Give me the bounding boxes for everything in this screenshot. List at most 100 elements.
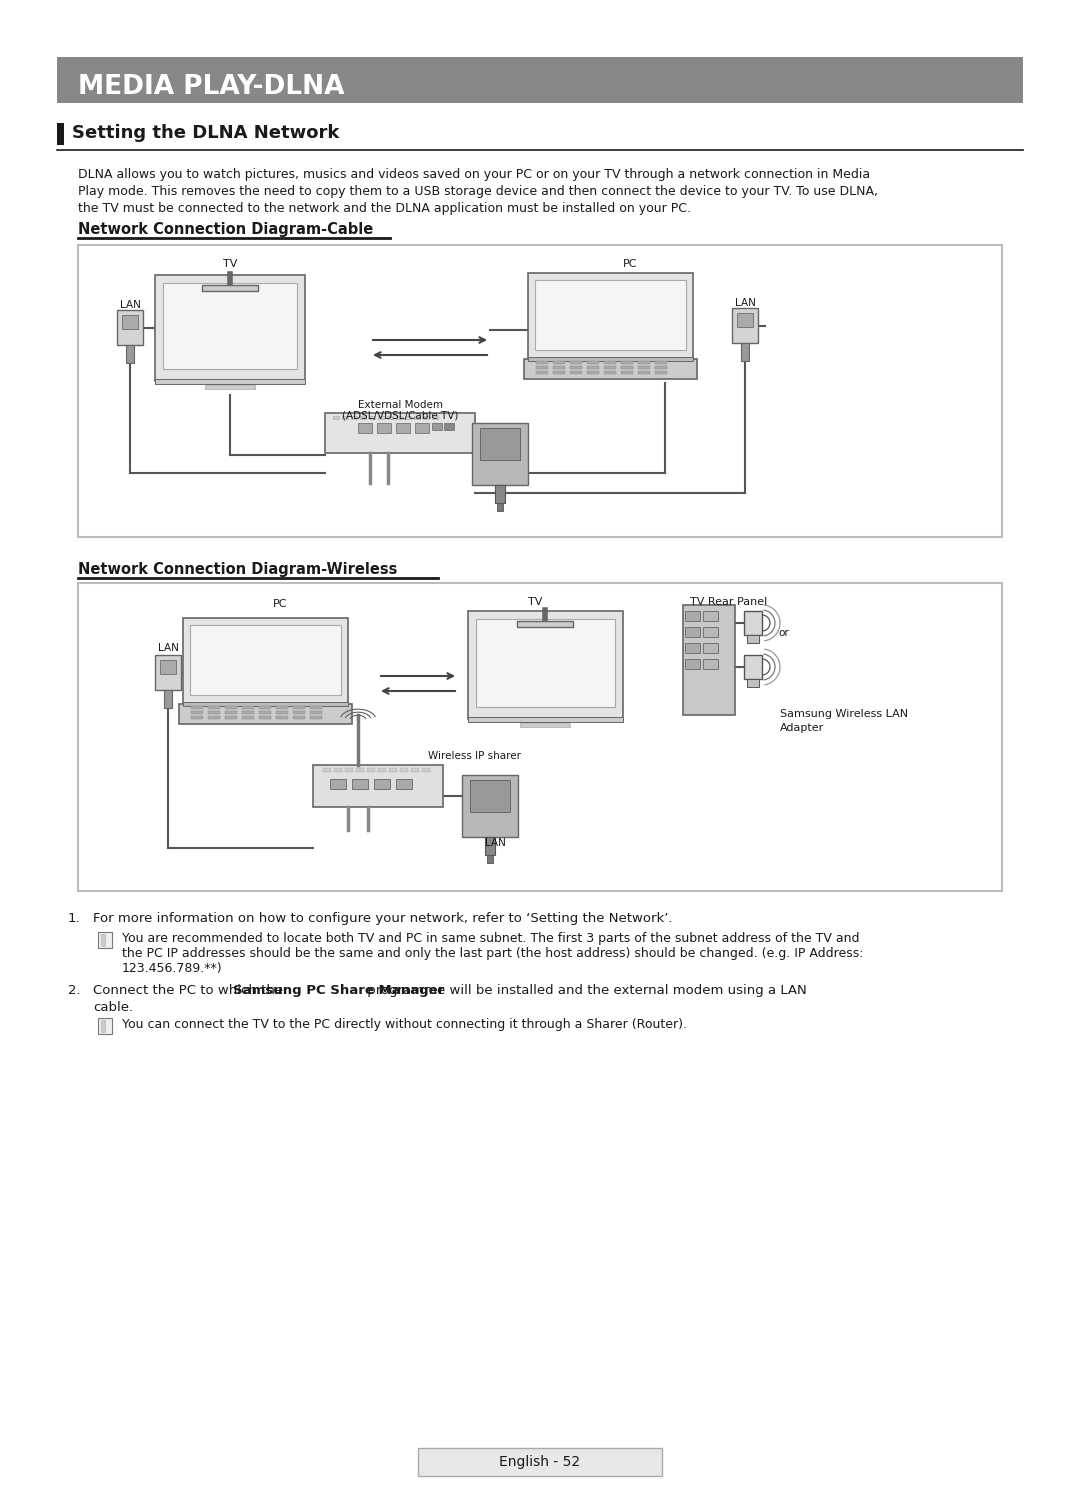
Bar (588, 371, 599, 373)
Bar (528, 272, 693, 359)
Text: LAN: LAN (734, 298, 755, 308)
Bar (276, 716, 288, 719)
Bar (747, 679, 759, 687)
Bar (468, 717, 623, 722)
Bar (156, 379, 305, 384)
Bar (98, 931, 112, 948)
Bar (741, 344, 750, 362)
Bar (703, 659, 718, 670)
Bar (293, 716, 305, 719)
Bar (415, 423, 429, 433)
Text: cable.: cable. (93, 1001, 133, 1013)
Text: Adapter: Adapter (780, 723, 824, 734)
Bar (190, 625, 341, 695)
Bar (242, 716, 254, 719)
Bar (225, 711, 237, 714)
Text: Wireless IP sharer: Wireless IP sharer (428, 751, 521, 760)
Bar (472, 423, 528, 485)
Text: Network Connection Diagram-Wireless: Network Connection Diagram-Wireless (78, 562, 397, 577)
Text: TV Rear Panel: TV Rear Panel (690, 597, 767, 607)
Bar (476, 619, 615, 707)
Text: Setting the DLNA Network: Setting the DLNA Network (72, 124, 339, 141)
Bar (313, 765, 443, 806)
Bar (357, 423, 372, 433)
Bar (703, 612, 718, 620)
Bar (387, 417, 393, 420)
Bar (208, 711, 220, 714)
Bar (259, 711, 271, 714)
Bar (396, 423, 410, 433)
Bar (352, 780, 368, 789)
Bar (470, 780, 510, 812)
Bar (156, 275, 305, 381)
Bar (528, 357, 693, 362)
Text: Play mode. This removes the need to copy them to a USB storage device and then c: Play mode. This removes the need to copy… (78, 185, 878, 198)
Text: 2.: 2. (68, 984, 81, 997)
Bar (621, 371, 633, 373)
Bar (744, 655, 762, 679)
Bar (444, 423, 454, 430)
Bar (78, 583, 1002, 891)
Bar (122, 315, 138, 329)
Bar (737, 312, 753, 327)
Bar (432, 423, 442, 430)
Bar (102, 934, 105, 946)
Bar (570, 366, 582, 369)
Bar (683, 606, 735, 716)
Bar (621, 362, 633, 365)
Bar (334, 768, 342, 772)
Bar (102, 1019, 105, 1033)
Bar (323, 768, 330, 772)
Bar (225, 705, 237, 708)
Bar (293, 711, 305, 714)
Text: the PC IP addresses should be the same and only the last part (the host address): the PC IP addresses should be the same a… (122, 946, 864, 960)
Bar (536, 366, 548, 369)
Text: Network Connection Diagram-Cable: Network Connection Diagram-Cable (78, 222, 374, 237)
Bar (310, 711, 322, 714)
Bar (351, 417, 357, 420)
Bar (744, 612, 762, 635)
Bar (517, 620, 573, 626)
Bar (400, 768, 408, 772)
Text: LAN: LAN (120, 301, 140, 310)
Bar (293, 705, 305, 708)
Bar (396, 417, 402, 420)
Bar (310, 716, 322, 719)
Text: (ADSL/VDSL/Cable TV): (ADSL/VDSL/Cable TV) (341, 411, 458, 420)
Text: MEDIA PLAY-DLNA: MEDIA PLAY-DLNA (78, 74, 345, 100)
Bar (414, 417, 420, 420)
Bar (654, 366, 667, 369)
Bar (259, 705, 271, 708)
Bar (378, 417, 384, 420)
Bar (422, 768, 430, 772)
Text: LAN: LAN (485, 838, 505, 848)
Text: English - 52: English - 52 (499, 1455, 581, 1469)
Bar (57, 57, 1023, 103)
Bar (276, 705, 288, 708)
Text: the TV must be connected to the network and the DLNA application must be install: the TV must be connected to the network … (78, 202, 691, 214)
Text: programme will be installed and the external modem using a LAN: programme will be installed and the exte… (363, 984, 807, 997)
Bar (497, 503, 503, 510)
Text: or: or (778, 628, 788, 638)
Text: DLNA allows you to watch pictures, musics and videos saved on your PC or on your: DLNA allows you to watch pictures, music… (78, 168, 870, 182)
Bar (747, 635, 759, 643)
Bar (160, 661, 176, 674)
Bar (732, 308, 758, 344)
Bar (654, 362, 667, 365)
Text: Connect the PC to which the: Connect the PC to which the (93, 984, 287, 997)
Bar (570, 362, 582, 365)
Bar (57, 124, 64, 144)
Bar (638, 366, 650, 369)
Bar (604, 371, 616, 373)
Bar (163, 283, 297, 369)
Bar (378, 768, 386, 772)
Text: LAN: LAN (158, 643, 178, 653)
Bar (202, 286, 258, 292)
Text: You can connect the TV to the PC directly without connecting it through a Sharer: You can connect the TV to the PC directl… (122, 1018, 687, 1031)
Bar (126, 345, 134, 363)
Text: External Modem: External Modem (357, 400, 443, 411)
Bar (377, 423, 391, 433)
Bar (638, 371, 650, 373)
Bar (117, 310, 143, 345)
Bar (330, 780, 346, 789)
